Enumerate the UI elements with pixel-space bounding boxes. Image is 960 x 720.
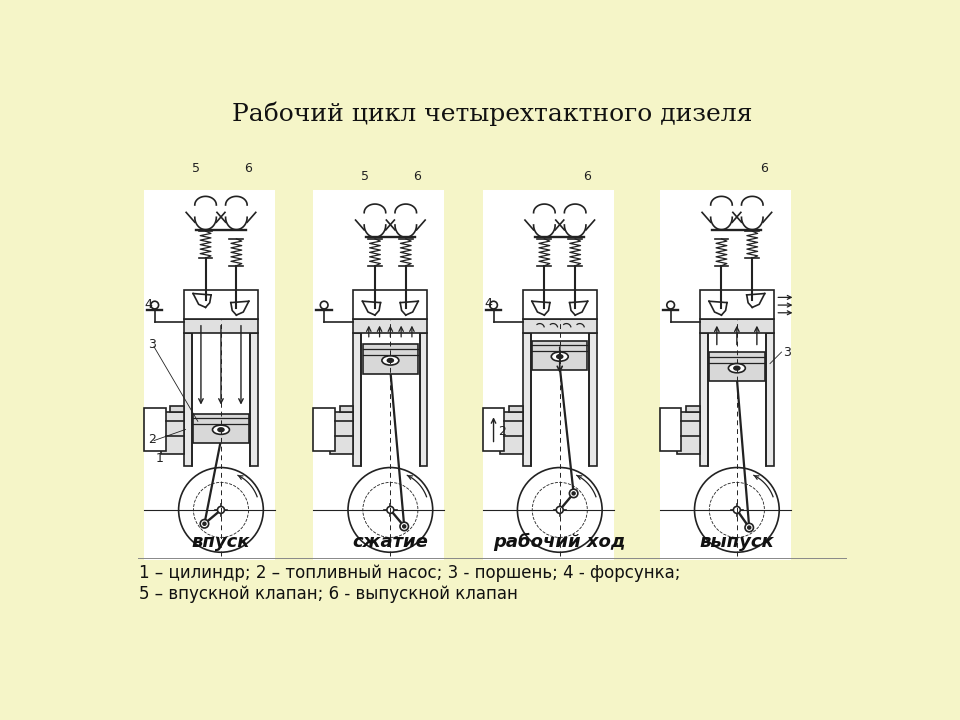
Circle shape <box>321 301 328 309</box>
Bar <box>523 319 597 333</box>
Bar <box>509 406 523 412</box>
Text: 5: 5 <box>192 162 200 175</box>
Circle shape <box>387 506 394 513</box>
Bar <box>193 414 249 443</box>
Circle shape <box>745 523 754 532</box>
Bar <box>709 352 764 382</box>
Bar <box>363 344 419 374</box>
Text: 5: 5 <box>361 170 369 183</box>
Text: рабочий ход: рабочий ход <box>493 534 626 552</box>
Circle shape <box>667 301 675 309</box>
Bar <box>483 408 504 451</box>
Bar <box>766 333 774 466</box>
Text: 6: 6 <box>244 162 252 175</box>
Text: 2: 2 <box>498 426 506 438</box>
Ellipse shape <box>212 425 229 434</box>
Bar <box>532 341 588 370</box>
Bar <box>161 412 184 454</box>
Ellipse shape <box>733 366 740 370</box>
Text: 4: 4 <box>484 297 492 310</box>
Bar <box>700 289 774 319</box>
Bar <box>589 333 597 466</box>
Bar <box>660 189 791 560</box>
Bar <box>144 408 165 451</box>
Ellipse shape <box>218 428 224 432</box>
Bar <box>700 333 708 466</box>
Text: 6: 6 <box>414 170 421 183</box>
Circle shape <box>572 492 575 495</box>
Bar <box>483 189 613 560</box>
Bar <box>340 406 353 412</box>
Ellipse shape <box>387 359 394 362</box>
Bar <box>420 333 427 466</box>
Text: 3: 3 <box>783 346 791 359</box>
Text: впуск: впуск <box>192 534 251 552</box>
Circle shape <box>400 522 408 531</box>
Text: 3: 3 <box>148 338 156 351</box>
Circle shape <box>218 506 225 513</box>
Bar <box>686 406 700 412</box>
Bar <box>700 319 774 333</box>
Bar <box>192 333 251 466</box>
Circle shape <box>748 526 751 529</box>
Circle shape <box>201 520 208 528</box>
Text: выпуск: выпуск <box>700 534 774 552</box>
Circle shape <box>490 301 497 309</box>
Circle shape <box>569 489 578 498</box>
Bar <box>523 289 597 319</box>
Bar <box>361 333 420 466</box>
Circle shape <box>556 506 564 513</box>
Circle shape <box>151 301 158 309</box>
Circle shape <box>733 506 740 513</box>
Bar <box>353 333 361 466</box>
Bar <box>500 412 523 454</box>
Bar <box>708 333 766 466</box>
Text: 1 – цилиндр; 2 – топливный насос; 3 - поршень; 4 - форсунка;
5 – впускной клапан: 1 – цилиндр; 2 – топливный насос; 3 - по… <box>139 564 681 603</box>
Bar <box>251 333 258 466</box>
Ellipse shape <box>551 352 568 361</box>
Text: 2: 2 <box>148 433 156 446</box>
Bar <box>677 412 700 454</box>
Bar <box>184 319 258 333</box>
Text: 6: 6 <box>760 162 768 175</box>
Bar <box>330 412 353 454</box>
Bar <box>523 333 531 466</box>
Bar <box>144 189 275 560</box>
Bar <box>353 319 427 333</box>
Ellipse shape <box>729 364 745 373</box>
Bar <box>313 189 444 560</box>
Text: Рабочий цикл четырехтактного дизеля: Рабочий цикл четырехтактного дизеля <box>231 102 753 126</box>
Bar <box>660 408 682 451</box>
Ellipse shape <box>382 356 398 365</box>
Bar <box>184 289 258 319</box>
Text: 1: 1 <box>156 452 163 465</box>
Ellipse shape <box>557 355 563 359</box>
Circle shape <box>203 522 206 526</box>
Bar <box>531 333 589 466</box>
Circle shape <box>402 525 406 528</box>
Text: сжатие: сжатие <box>352 534 428 552</box>
Bar <box>184 333 192 466</box>
Text: 4: 4 <box>144 298 152 311</box>
Bar <box>353 289 427 319</box>
Bar <box>313 408 335 451</box>
Text: 6: 6 <box>583 170 590 183</box>
Bar <box>170 406 184 412</box>
